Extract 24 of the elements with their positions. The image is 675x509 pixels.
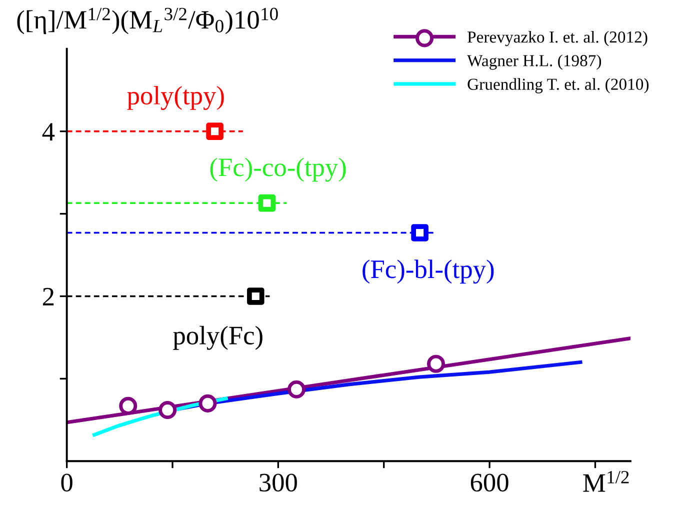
point xyxy=(206,122,224,140)
line-series xyxy=(92,396,228,437)
point xyxy=(198,394,217,412)
point xyxy=(287,380,306,398)
point xyxy=(119,396,138,415)
legend-label: Gruendling T. et. al. (2010) xyxy=(468,78,649,94)
annotation: poly(tpy) xyxy=(127,86,224,110)
annotation: (Fc)-bl-(tpy) xyxy=(362,260,494,284)
annotation: poly(Fc) xyxy=(173,326,262,350)
point xyxy=(258,194,276,212)
x-tick-label: 300 xyxy=(260,474,297,492)
legend-label: Wagner H.L. (1987) xyxy=(467,54,602,70)
point xyxy=(158,401,177,420)
x-axis-title: M$^{1/2}$ xyxy=(583,470,629,492)
y-tick-label: 4 xyxy=(42,123,55,140)
annotation: (Fc)-co-(tpy) xyxy=(210,158,346,182)
x-tick-label: 0 xyxy=(61,474,72,492)
x-tick-label: 600 xyxy=(470,474,508,492)
point xyxy=(411,224,428,242)
legend-label: Perevyazko I. et. al. (2012) xyxy=(468,30,648,46)
text: ([η]/M$^{1/2}$)(M$_{L}$$^{3/2}$/Φ$_{0}$)10$^{10}$ xyxy=(17,8,278,34)
point xyxy=(426,354,446,373)
point xyxy=(247,288,264,305)
y-tick-label: 2 xyxy=(42,288,54,306)
